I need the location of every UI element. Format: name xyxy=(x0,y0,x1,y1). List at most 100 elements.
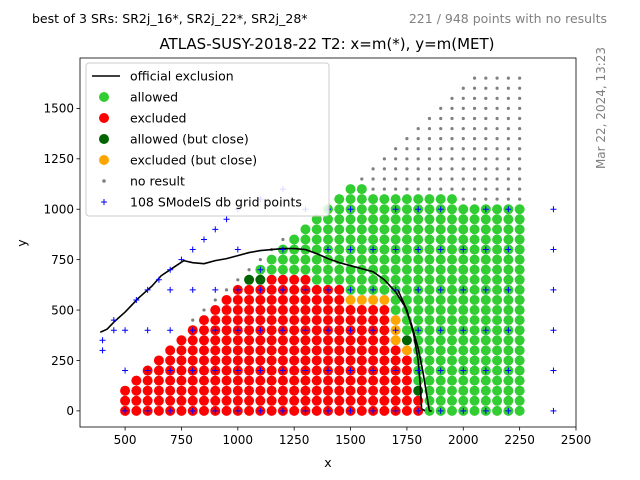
allowed-point xyxy=(480,234,491,245)
smodels-grid-point xyxy=(392,327,399,334)
excluded-point xyxy=(356,305,367,316)
excluded-point xyxy=(199,325,209,336)
smodels-grid-point xyxy=(325,407,331,414)
allowed-point xyxy=(480,355,491,366)
x-tick-label: 2250 xyxy=(504,433,535,447)
excluded-close-point xyxy=(356,294,367,305)
allowed-point xyxy=(390,234,401,245)
allowed-point xyxy=(424,325,435,336)
no-result-point xyxy=(461,177,465,181)
allowed-point xyxy=(334,274,345,285)
smodels-grid-point xyxy=(234,286,241,293)
y-tick-label: 1500 xyxy=(43,102,74,116)
allowed-point xyxy=(356,214,367,225)
no-result-point xyxy=(281,237,285,242)
allowed-point xyxy=(480,305,491,316)
allowed-point xyxy=(492,375,503,386)
excluded-point xyxy=(187,375,198,386)
excluded-point xyxy=(244,325,255,336)
smodels-grid-point xyxy=(325,367,331,374)
excluded-point xyxy=(153,355,164,366)
excluded-point xyxy=(277,385,288,396)
excluded-point xyxy=(300,375,311,386)
no-result-point xyxy=(394,147,398,151)
smodels-grid-point xyxy=(392,407,399,414)
excluded-point xyxy=(165,355,176,366)
allowed-close-point xyxy=(255,274,266,285)
no-result-point xyxy=(495,86,499,90)
excluded-point xyxy=(334,284,345,295)
no-result-point xyxy=(450,157,454,161)
allowed-point xyxy=(334,204,345,215)
excluded-point xyxy=(210,305,221,316)
allowed-point xyxy=(435,254,446,265)
no-result-point xyxy=(371,187,375,191)
no-result-point xyxy=(427,167,432,171)
allowed-point xyxy=(435,385,446,396)
allowed-point xyxy=(480,214,491,225)
excluded-point xyxy=(232,335,243,346)
no-result-point xyxy=(461,86,465,90)
excluded-point xyxy=(311,395,322,406)
no-result-point xyxy=(484,96,488,100)
excluded-point xyxy=(153,375,164,386)
allowed-point xyxy=(424,365,435,376)
allowed-point xyxy=(469,385,480,396)
no-result-point xyxy=(405,167,409,171)
srs-note: best of 3 SRs: SR2j_16*, SR2j_22*, SR2j_… xyxy=(32,11,308,26)
allowed-point xyxy=(492,204,503,215)
allowed-point xyxy=(514,335,525,346)
x-tick-label: 2000 xyxy=(448,433,479,447)
allowed-point xyxy=(401,224,412,235)
smodels-grid-point xyxy=(482,206,489,213)
allowed-point xyxy=(401,234,412,245)
excluded-point xyxy=(345,375,356,386)
excluded-point xyxy=(120,385,131,396)
no-result-point xyxy=(495,197,499,201)
allowed-point xyxy=(413,224,424,235)
allowed-point xyxy=(447,325,457,336)
excluded-close-point xyxy=(390,335,401,346)
allowed-point xyxy=(480,335,491,346)
allowed-point xyxy=(469,315,480,326)
excluded-point xyxy=(187,395,198,406)
allowed-point xyxy=(480,375,491,386)
smodels-grid-point xyxy=(437,327,444,334)
excluded-point xyxy=(199,405,209,416)
smodels-grid-point xyxy=(279,246,286,253)
excluded-point xyxy=(244,365,255,376)
no-result-point xyxy=(484,177,488,181)
axes-frame xyxy=(79,57,577,428)
excluded-point xyxy=(390,345,401,356)
allowed-point xyxy=(390,294,401,305)
excluded-point xyxy=(323,395,333,406)
allowed-point xyxy=(424,254,435,265)
excluded-point xyxy=(289,345,300,356)
allowed-point xyxy=(458,214,469,225)
allowed-point xyxy=(401,194,412,205)
allowed-point xyxy=(480,345,491,356)
excluded-point xyxy=(334,315,345,326)
excluded-point xyxy=(221,294,232,305)
no-result-point xyxy=(450,96,454,100)
smodels-grid-point xyxy=(189,327,196,334)
allowed-point xyxy=(492,214,503,225)
allowed-point xyxy=(492,274,503,285)
no-result-point xyxy=(461,197,465,201)
excluded-point xyxy=(300,355,311,366)
allowed-point xyxy=(424,234,435,245)
no-result-point xyxy=(416,126,420,131)
allowed-point xyxy=(435,375,446,386)
legend-excluded-close-swatch xyxy=(99,155,109,165)
excluded-point xyxy=(277,335,288,346)
no-result-point xyxy=(461,116,465,121)
no-result-point xyxy=(506,187,510,191)
smodels-grid-point xyxy=(460,286,467,293)
allowed-point xyxy=(356,204,367,215)
allowed-point xyxy=(458,294,469,305)
excluded-point xyxy=(334,405,345,416)
excluded-point xyxy=(334,294,345,305)
smodels-grid-point xyxy=(482,407,489,414)
excluded-point xyxy=(255,305,266,316)
